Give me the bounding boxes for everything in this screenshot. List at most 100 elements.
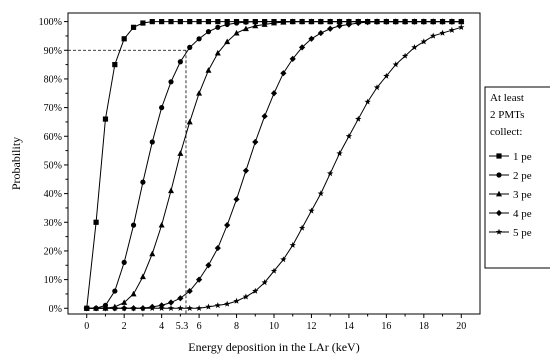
square-marker bbox=[121, 36, 127, 42]
legend-label: 3 pe bbox=[513, 189, 532, 201]
circle-marker bbox=[243, 19, 249, 25]
star-marker bbox=[401, 52, 409, 59]
circle-marker bbox=[112, 288, 118, 294]
legend-label: 5 pe bbox=[513, 227, 532, 239]
triangle-marker bbox=[177, 150, 184, 156]
square-marker bbox=[496, 153, 502, 159]
dashed-annotation: 5.3 bbox=[68, 49, 189, 332]
legend-label: 1 pe bbox=[513, 151, 532, 163]
square-marker bbox=[112, 62, 118, 68]
diamond-marker bbox=[280, 70, 287, 77]
star-marker bbox=[448, 26, 456, 33]
legend-title-line: collect: bbox=[490, 126, 522, 138]
triangle-marker bbox=[149, 250, 156, 257]
star-marker bbox=[345, 132, 353, 139]
series-5 bbox=[83, 24, 465, 311]
star-marker bbox=[364, 98, 371, 105]
x-tick-label: 0 bbox=[84, 321, 89, 332]
y-tick-label: 50% bbox=[44, 160, 62, 171]
square-marker bbox=[102, 116, 109, 122]
star-marker bbox=[298, 224, 306, 231]
triangle-marker bbox=[130, 290, 137, 297]
y-tick-label: 0% bbox=[49, 304, 62, 315]
diamond-marker bbox=[327, 25, 334, 32]
legend-title-line: At least bbox=[490, 92, 524, 104]
star-marker bbox=[177, 304, 184, 311]
annotation-label: 5.3 bbox=[176, 321, 189, 332]
star-marker bbox=[383, 72, 390, 79]
x-axis-ticks: 0 2 4 6 8 10 12 14 16 18 20 bbox=[84, 314, 466, 332]
circle-marker bbox=[177, 59, 183, 65]
triangle-marker bbox=[186, 118, 193, 125]
star-marker bbox=[224, 300, 231, 307]
circle-marker bbox=[252, 19, 258, 25]
star-marker bbox=[336, 150, 343, 157]
diamond-marker bbox=[373, 18, 381, 25]
square-marker bbox=[93, 219, 99, 225]
series-4 bbox=[83, 18, 465, 312]
legend-entry: 4 pe bbox=[489, 208, 532, 220]
square-marker bbox=[159, 19, 165, 25]
diamond-marker bbox=[345, 21, 353, 28]
square-marker bbox=[130, 24, 137, 30]
square-marker bbox=[224, 19, 230, 25]
diamond-marker bbox=[392, 18, 399, 25]
star-marker bbox=[139, 304, 147, 311]
diamond-marker bbox=[420, 18, 427, 25]
star-marker bbox=[121, 304, 128, 311]
y-tick-label: 60% bbox=[44, 132, 62, 143]
triangle-marker bbox=[271, 19, 277, 26]
star-marker bbox=[280, 256, 287, 263]
triangle-marker bbox=[252, 22, 259, 29]
diamond-marker bbox=[439, 18, 446, 25]
y-tick-label: 20% bbox=[44, 246, 62, 257]
star-marker bbox=[439, 29, 446, 36]
square-marker bbox=[177, 19, 183, 25]
triangle-marker bbox=[317, 18, 324, 24]
x-tick-label: 16 bbox=[381, 321, 391, 332]
triangle-marker bbox=[308, 18, 315, 24]
star-marker bbox=[289, 241, 296, 248]
star-marker bbox=[242, 293, 250, 300]
triangle-marker bbox=[345, 18, 352, 24]
star-marker bbox=[111, 304, 118, 311]
x-tick-label: 10 bbox=[269, 321, 279, 332]
triangle-marker bbox=[205, 67, 212, 73]
circle-marker bbox=[168, 79, 174, 85]
legend-label: 2 pe bbox=[513, 170, 532, 182]
diamond-marker bbox=[336, 22, 343, 29]
y-tick-label: 10% bbox=[44, 275, 62, 286]
star-marker bbox=[373, 84, 381, 91]
circle-marker bbox=[140, 179, 146, 185]
square-marker bbox=[205, 19, 212, 25]
diamond-marker bbox=[224, 222, 231, 229]
star-marker bbox=[205, 303, 212, 310]
diamond-marker bbox=[289, 55, 296, 62]
star-marker bbox=[317, 190, 324, 197]
x-tick-label: 2 bbox=[122, 321, 127, 332]
circle-marker bbox=[121, 259, 127, 265]
diamond-marker bbox=[495, 209, 503, 217]
triangle-marker bbox=[214, 49, 221, 56]
triangle-marker bbox=[233, 29, 240, 36]
diamond-marker bbox=[401, 18, 409, 25]
diamond-marker bbox=[242, 167, 250, 174]
y-axis-ticks: 0% 10% 20% 30% 40% 50% 60% 70% 80% 90% 100% bbox=[39, 17, 68, 315]
series-line bbox=[86, 21, 462, 309]
legend-title-line: 2 PMTs bbox=[490, 109, 524, 121]
triangle-marker bbox=[496, 190, 502, 197]
legend-entry: 1 pe bbox=[489, 151, 532, 163]
x-tick-label: 12 bbox=[306, 321, 316, 332]
circle-marker bbox=[130, 222, 137, 228]
triangle-marker bbox=[289, 18, 296, 24]
star-marker bbox=[186, 304, 193, 311]
y-tick-label: 90% bbox=[44, 46, 62, 57]
circle-marker bbox=[196, 36, 202, 42]
triangle-marker bbox=[139, 273, 146, 280]
circle-marker bbox=[496, 172, 502, 178]
diamond-marker bbox=[177, 295, 184, 302]
y-tick-label: 40% bbox=[44, 189, 62, 200]
diamond-marker bbox=[458, 18, 465, 25]
diamond-marker bbox=[233, 196, 240, 203]
